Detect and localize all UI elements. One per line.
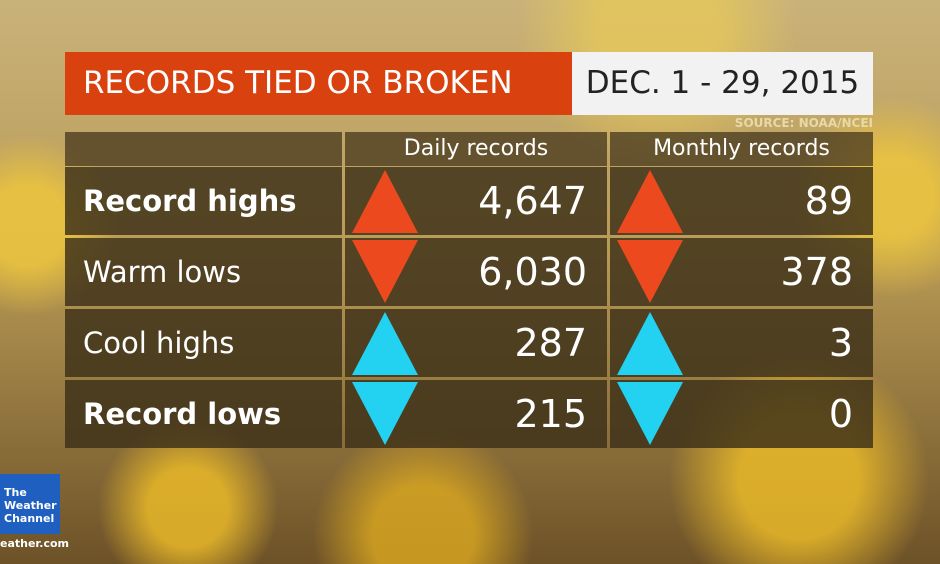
logo-line: Channel	[4, 512, 55, 525]
column-header: Daily records	[345, 132, 607, 166]
down-arrow-blue	[352, 382, 418, 445]
row-label: Record lows	[65, 380, 342, 448]
row-label: Record highs	[65, 167, 342, 235]
logo-line: The	[4, 486, 27, 499]
up-arrow-red	[617, 170, 683, 233]
down-arrow-blue	[617, 382, 683, 445]
up-arrow-blue	[617, 312, 683, 375]
logo-line: Weather	[4, 499, 57, 512]
header-blank	[65, 132, 342, 166]
logo: The Weather Channel	[0, 474, 60, 534]
logo-url: eather.com	[0, 537, 70, 550]
up-arrow-blue	[352, 312, 418, 375]
down-arrow-red	[352, 240, 418, 303]
down-arrow-red	[617, 240, 683, 303]
date-range: DEC. 1 - 29, 2015	[572, 52, 873, 115]
source: SOURCE: NOAA/NCEI	[734, 116, 873, 130]
column-header: Monthly records	[610, 132, 873, 166]
title: RECORDS TIED OR BROKEN	[65, 52, 572, 115]
row-label: Cool highs	[65, 309, 342, 377]
up-arrow-red	[352, 170, 418, 233]
row-label: Warm lows	[65, 238, 342, 306]
